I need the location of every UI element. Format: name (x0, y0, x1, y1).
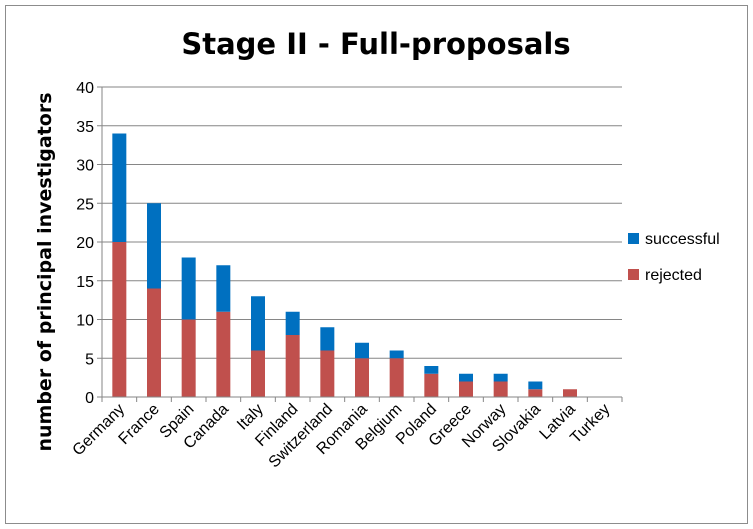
bar-successful-canada (216, 265, 231, 312)
bar-rejected-belgium (389, 358, 404, 397)
y-axis-label: number of principal investigators (34, 92, 56, 451)
y-tick-labels: 0 5 10 15 20 25 30 35 40 (76, 80, 94, 407)
legend-label-successful: successful (645, 231, 720, 248)
bar-successful-france (147, 203, 161, 289)
bar-rejected-latvia (563, 389, 577, 397)
legend-swatch-rejected (628, 269, 639, 280)
bar-rejected-finland (285, 335, 300, 397)
gridlines (102, 86, 622, 359)
bar-rejected-greece (459, 381, 473, 397)
bar-successful-norway (493, 373, 508, 382)
bar-rejected-norway (493, 381, 508, 397)
y-tick-label-25: 25 (76, 196, 94, 213)
stacked-bar-chart: Stage II - Full-proposals number of prin… (34, 27, 720, 472)
bar-successful-switzerland (320, 327, 335, 351)
legend-swatch-successful (628, 233, 639, 244)
y-tick-label-30: 30 (76, 158, 94, 175)
bar-rejected-germany (112, 242, 127, 397)
bar-rejected-italy (251, 350, 265, 397)
x-tick-label-germany: Germany (70, 401, 129, 460)
x-tick-label-turkey: Turkey (567, 401, 613, 447)
chart-frame: Stage II - Full-proposals number of prin… (5, 5, 748, 524)
bar-rejected-france (147, 288, 161, 397)
y-tick-label-0: 0 (85, 390, 94, 407)
legend-label-rejected: rejected (645, 267, 702, 284)
axes (97, 86, 623, 402)
bar-successful-greece (459, 373, 473, 382)
bar-successful-spain (181, 257, 196, 320)
y-tick-label-10: 10 (76, 313, 94, 330)
bar-rejected-switzerland (320, 350, 335, 397)
bar-rejected-poland (424, 373, 439, 397)
y-tick-label-35: 35 (76, 119, 94, 136)
y-tick-label-20: 20 (76, 235, 94, 252)
bars (112, 133, 577, 397)
bar-rejected-spain (181, 319, 196, 397)
bar-rejected-canada (216, 311, 231, 397)
y-tick-label-40: 40 (76, 80, 94, 97)
bar-rejected-romania (355, 358, 369, 397)
chart-title: Stage II - Full-proposals (181, 27, 570, 61)
bar-successful-germany (112, 133, 127, 242)
bar-successful-belgium (389, 350, 404, 359)
bar-successful-romania (355, 342, 369, 359)
bar-rejected-slovakia (528, 389, 543, 397)
bar-successful-finland (285, 311, 300, 335)
bar-successful-italy (251, 296, 265, 351)
bar-successful-poland (424, 366, 439, 374)
legend: successful rejected (628, 231, 720, 284)
bar-successful-slovakia (528, 381, 543, 390)
y-tick-label-15: 15 (76, 274, 94, 291)
y-tick-label-5: 5 (85, 351, 94, 368)
